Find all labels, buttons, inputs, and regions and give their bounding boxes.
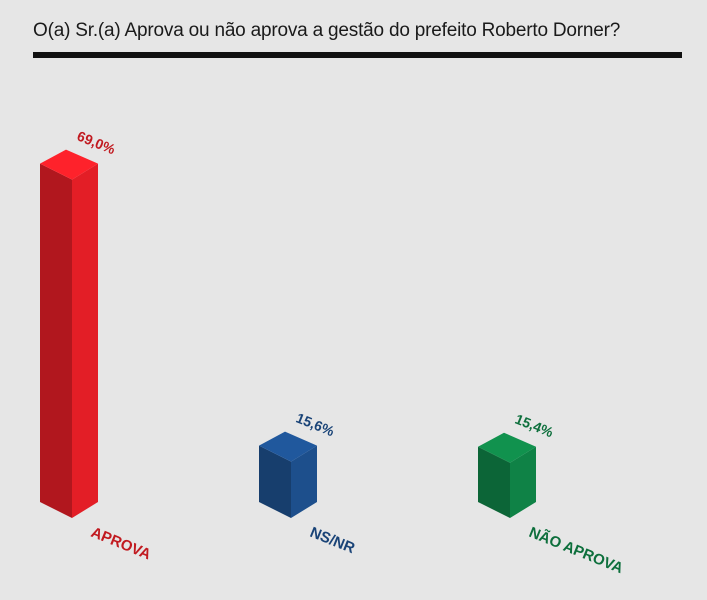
bar-side-face-0 [72,163,98,518]
bar-top-face-1 [259,431,317,462]
bar-front-face-0 [40,163,72,518]
bar-front-face-1 [259,445,291,518]
bar-category-label-0: APROVA [89,524,154,563]
bar-value-label-1: 15,6% [294,410,337,440]
title-divider [33,52,682,58]
bar-value-label-2: 15,4% [513,411,556,441]
bar-side-face-1 [291,445,317,518]
bar-front-face-2 [478,446,510,518]
bar-side-face-2 [510,446,536,518]
chart-title: O(a) Sr.(a) Aprova ou não aprova a gestã… [33,20,621,41]
bar-category-label-1: NS/NR [308,524,358,557]
bar-top-face-2 [478,432,536,463]
bar-top-face-0 [40,149,98,180]
bar-category-label-2: NÃO APROVA [527,523,627,577]
bar-value-label-0: 69,0% [75,128,118,158]
